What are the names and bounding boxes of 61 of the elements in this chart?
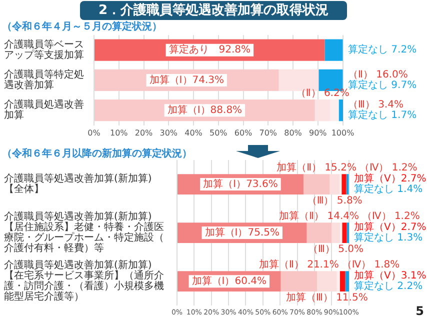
x-tick-label: 0% (88, 128, 101, 138)
data-label: 加算（Ⅲ） 11.5% (286, 291, 368, 304)
data-label: 加算（Ⅱ） 15.2% (276, 161, 356, 174)
x-tick-label: 80% (284, 128, 302, 138)
chart-subtitle: （令和６年６月以降の新加算の算定状況） (2, 148, 192, 160)
x-tick-label: 90% (308, 128, 328, 138)
data-label: 加算（Ⅴ）2.7% (354, 172, 426, 185)
bar (342, 222, 347, 243)
bar (331, 222, 340, 243)
bar (303, 174, 330, 194)
bar (345, 271, 349, 292)
data-label: 加算（Ⅱ） 14.4% (279, 210, 360, 222)
data-label: 加算（Ⅰ）88.8% (167, 104, 242, 116)
bar (338, 99, 343, 122)
data-label: 加算（Ⅰ）75.5% (204, 226, 280, 238)
data-label: 加算（Ⅰ）74.3% (149, 74, 224, 86)
text: 5 (416, 304, 424, 318)
data-label: （Ⅲ） 5.8% (306, 195, 362, 206)
x-tick-label: 100% (331, 128, 355, 138)
data-label: 加算（Ⅰ）60.4% (192, 274, 266, 287)
data-label: 算定なし 1.7% (348, 109, 417, 122)
data-label: 算定なし 9.7% (348, 79, 417, 92)
data-label: 加算（Ⅴ）2.7% (354, 221, 426, 234)
bar (340, 271, 346, 292)
bar (330, 174, 340, 194)
x-tick-label: 60% (234, 128, 253, 138)
y-tick-label: 介護職員等ベースアップ等支援加算 (4, 38, 84, 61)
data-label: （Ⅳ） 1.2% (359, 162, 418, 174)
x-tick-label: 50% (209, 128, 228, 138)
chart-title: 2．介護職員等処遇改善加算の取得状況 (80, 0, 347, 20)
y-tick-label: 介護職員等処遇改善加算(新加算) 【居住施設系】老健・特養・介護医療院・グループホーム・特定施設（介護付有料・軽費）等 (4, 210, 164, 254)
bar (342, 174, 346, 194)
x-tick-label: 40% (184, 128, 203, 138)
data-label: 算定あり 92.8% (168, 44, 251, 56)
y-tick-label: 介護職員等処遇改善加算(新加算) 【在宅系サービス事業所】（通所介護・訪問介護・（看護）小規模多機能型居宅介護等） (4, 259, 164, 303)
data-label: 算定なし 7.2% (348, 44, 417, 56)
bar (280, 271, 318, 292)
data-label: （Ⅳ） 1.8% (342, 259, 400, 270)
data-label: 算定なし 1.4% (354, 183, 423, 196)
x-tick-label: 30% (160, 128, 178, 138)
bar (317, 271, 337, 292)
chart-subtitle: （令和６年４月～５月の算定状況） (2, 20, 162, 33)
data-label: （Ⅳ） 1.2% (362, 210, 420, 222)
y-tick-label: 介護職員処遇改善加算 (4, 98, 84, 122)
bar (306, 222, 332, 243)
bar (324, 39, 343, 61)
data-label: 加算（Ⅰ）73.6% (203, 178, 278, 190)
data-label: 加算（Ⅴ）3.1% (354, 270, 426, 282)
data-label: （Ⅱ） 6.2% (296, 88, 350, 99)
x-tick-label: 10% (110, 128, 128, 138)
x-tick-label: 70% (259, 128, 278, 138)
data-label: （Ⅱ） 16.0% (348, 70, 408, 81)
y-tick-label: 介護職員等特定処遇改善加算 (4, 68, 84, 92)
data-label: 算定なし 1.3% (354, 232, 423, 244)
y-tick-label: 介護職員等処遇改善加算(新加算) 【全体】 (4, 172, 152, 196)
data-label: 加算（Ⅱ） 21.1% (258, 258, 339, 270)
bar (336, 271, 340, 292)
data-label: （Ⅲ） 5.0% (308, 244, 364, 255)
data-label: 算定なし 2.2% (354, 280, 423, 292)
x-tick-label: 20% (134, 128, 154, 138)
data-label: （Ⅲ） 3.4% (348, 100, 404, 111)
